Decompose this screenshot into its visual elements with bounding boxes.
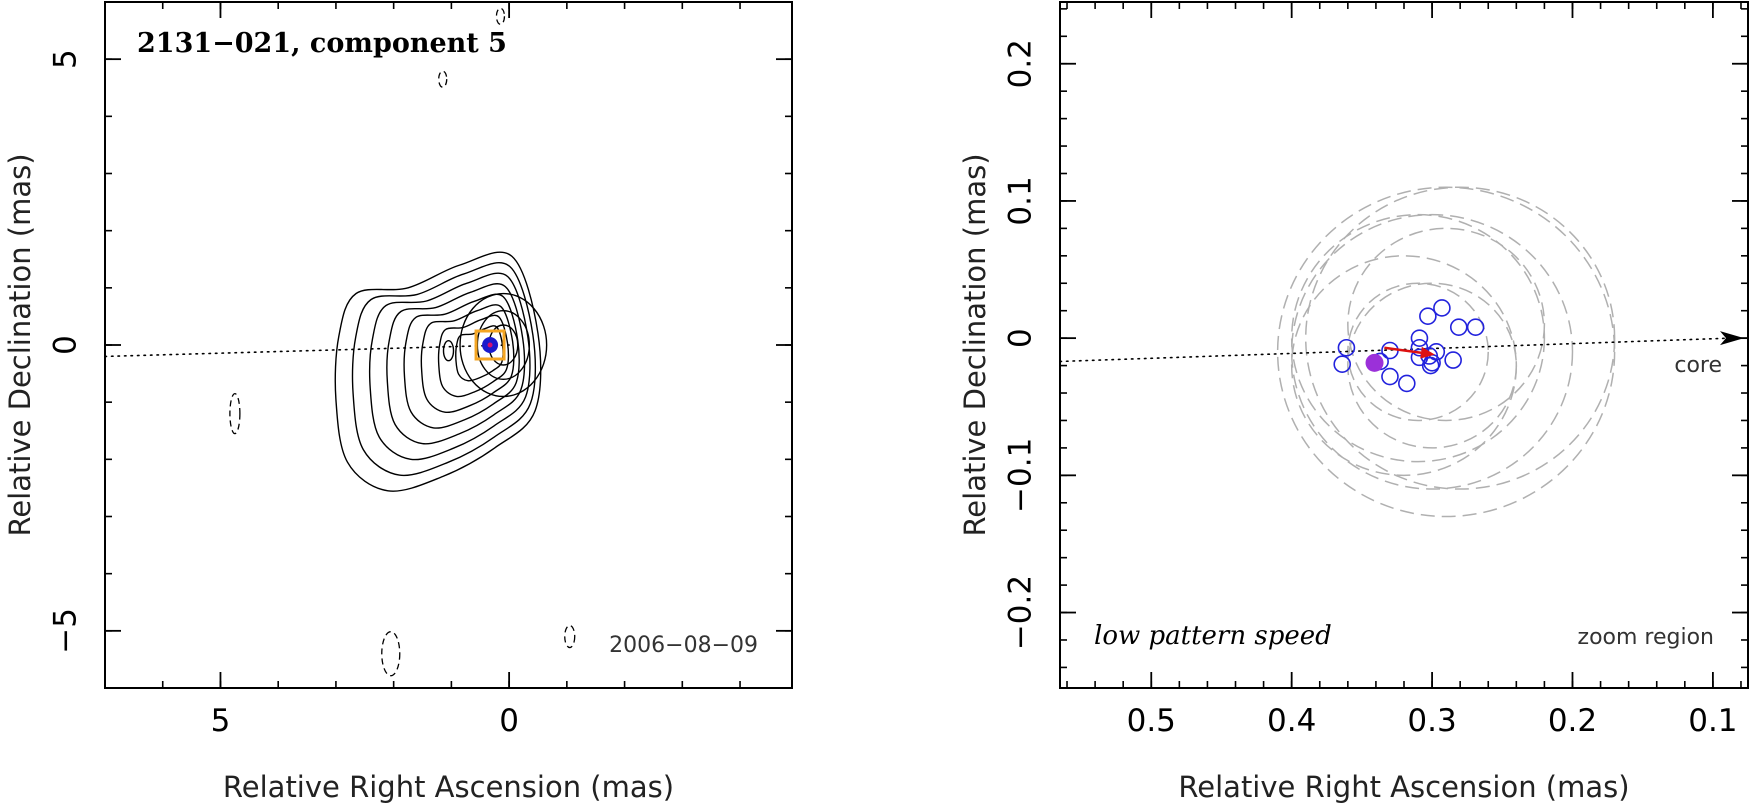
epoch-position xyxy=(1466,318,1485,336)
contour-line xyxy=(369,272,531,461)
right-axis-ticks: 0.5 0.4 0.3 0.2 0.1 0.2 0.1 0 −0.1 −0.2 xyxy=(1003,2,1748,739)
left-y-axis-label: Relative Declination (mas) xyxy=(3,153,37,536)
negative-contour xyxy=(438,70,448,88)
epoch-position xyxy=(1410,348,1429,367)
right-x-tick-label: 0.3 xyxy=(1407,703,1456,739)
contour-line xyxy=(334,251,542,492)
left-x-tick-label: 0 xyxy=(499,703,519,739)
pattern-speed-label: low pattern speed xyxy=(1094,621,1332,651)
epoch-positions xyxy=(1333,299,1485,393)
left-x-tick-label: 5 xyxy=(211,703,231,739)
right-y-tick-label: 0 xyxy=(1003,328,1039,348)
contour-line xyxy=(437,314,510,398)
epoch-position xyxy=(1337,338,1356,357)
negative-contour xyxy=(495,7,506,25)
reference-position-marker xyxy=(1365,353,1384,372)
epoch-position xyxy=(1419,307,1437,325)
error-circle xyxy=(1347,227,1546,422)
epoch-position xyxy=(1433,299,1451,317)
epoch-date: 2006−08−09 xyxy=(609,633,758,658)
component-center-dot xyxy=(487,342,493,348)
contour-line xyxy=(442,340,455,362)
left-x-axis-label: Relative Right Ascension (mas) xyxy=(223,770,674,804)
left-y-tick-label: 0 xyxy=(48,335,84,355)
contour-line xyxy=(455,325,504,382)
negative-contour xyxy=(381,631,401,677)
right-y-tick-label: −0.2 xyxy=(1003,575,1039,650)
right-x-tick-label: 0.4 xyxy=(1267,703,1316,739)
right-y-tick-label: 0.1 xyxy=(1003,176,1039,225)
negative-contour xyxy=(564,624,576,649)
right-x-tick-label: 0.5 xyxy=(1127,703,1176,739)
left-plot-frame xyxy=(104,1,793,689)
error-circle xyxy=(1347,282,1518,449)
contour-line xyxy=(420,304,515,414)
trajectory-line xyxy=(104,344,510,358)
left-axis-ticks: 5 0 5 0 −5 xyxy=(48,1,792,739)
left-panel: 5 050−5 2131−021, component 5 2006−08−09 … xyxy=(3,1,793,804)
contour-line xyxy=(459,292,548,398)
error-circle xyxy=(1304,186,1616,490)
velocity-arrowhead xyxy=(1420,346,1435,359)
right-y-tick-label: −0.1 xyxy=(1003,438,1039,513)
contour-line xyxy=(386,283,526,445)
epoch-position xyxy=(1449,318,1468,336)
left-y-tick-label: −5 xyxy=(48,608,84,654)
epoch-position xyxy=(1333,355,1352,374)
epoch-position xyxy=(1410,329,1429,347)
zoom-region-label: zoom region xyxy=(1578,625,1714,650)
left-y-tick-label: 5 xyxy=(48,49,84,69)
right-plot-frame xyxy=(1059,1,1749,689)
component-box xyxy=(474,329,506,361)
velocity-arrow xyxy=(1384,346,1422,354)
trajectory-line-zoom xyxy=(1059,337,1731,363)
plot-title: 2131−021, component 5 xyxy=(137,28,507,59)
contour-line xyxy=(403,293,520,429)
error-circle xyxy=(1290,213,1574,490)
epoch-position xyxy=(1444,351,1462,369)
error-circle xyxy=(1290,213,1546,463)
contour-line xyxy=(351,262,537,477)
error-circles xyxy=(1276,186,1616,518)
right-y-tick-label: 0.2 xyxy=(1003,39,1039,88)
epoch-position xyxy=(1398,374,1416,393)
negative-contour xyxy=(229,392,241,435)
right-x-axis-label: Relative Right Ascension (mas) xyxy=(1178,770,1629,804)
right-x-tick-label: 0.1 xyxy=(1688,703,1737,739)
right-y-axis-label: Relative Declination (mas) xyxy=(958,153,992,536)
right-panel: 0.5 0.4 0.3 0.2 0.1 0.2 0.1 0 −0.1 −0.2 core low … xyxy=(958,1,1749,804)
contour-map xyxy=(229,7,576,677)
epoch-position xyxy=(1381,367,1399,386)
right-x-tick-label: 0.2 xyxy=(1548,703,1597,739)
core-label: core xyxy=(1674,353,1722,378)
